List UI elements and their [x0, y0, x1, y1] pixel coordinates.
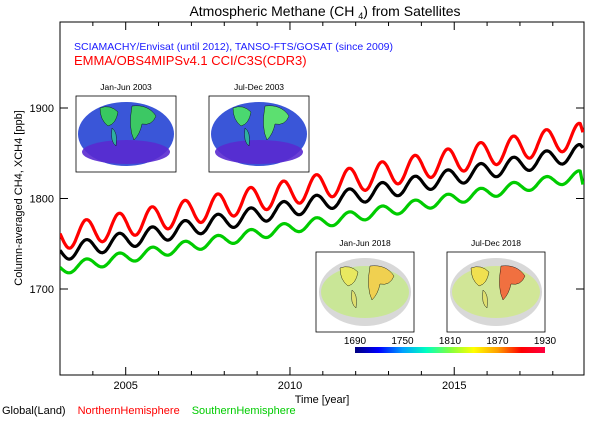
- legend-item-northern: NorthernHemisphere: [77, 405, 180, 417]
- inset-label: Jul-Dec 2018: [471, 238, 521, 248]
- inset-map-jul-dec-2018: Jul-Dec 2018: [446, 238, 546, 333]
- y-tick-label: 1900: [30, 103, 54, 115]
- series-lines: [60, 121, 584, 275]
- inset-map-jan-jun-2003: Jan-Jun 2003: [75, 82, 177, 173]
- subtitle-instruments: SCIAMACHY/Envisat (until 2012), TANSO-FT…: [74, 41, 393, 53]
- inset-label: Jan-Jun 2018: [339, 238, 391, 248]
- series-line-2: [60, 169, 584, 275]
- title-rest: ) from Satellites: [363, 3, 460, 19]
- legend-item-southern: SouthernHemisphere: [191, 405, 296, 417]
- x-tick-label: 2015: [442, 380, 466, 392]
- chart-title-main: Atmospheric Methane (CH: [189, 3, 354, 19]
- colorbar-tick-label: 1690: [344, 336, 367, 347]
- series-line-0: [60, 143, 584, 261]
- inset-map-jul-dec-2003: Jul-Dec 2003: [208, 82, 310, 173]
- colorbar-tick-label: 1930: [534, 336, 557, 347]
- x-tick-label: 2005: [113, 380, 137, 392]
- legend-item-global: Global(Land): [2, 405, 66, 417]
- colorbar: 1690 1750 1810 1870 1930: [344, 336, 557, 353]
- colorbar-tick-label: 1750: [391, 336, 414, 347]
- chart-title: Atmospheric Methane (CH 4) from Satellit…: [189, 3, 460, 21]
- y-tick-label: 1700: [30, 284, 54, 296]
- subtitle-product: EMMA/OBS4MIPSv4.1 CCI/C3S(CDR3): [74, 53, 307, 68]
- legend: Global(Land) NorthernHemisphere SouthernHe…: [2, 405, 308, 417]
- colorbar-tick-label: 1870: [486, 336, 509, 347]
- inset-label: Jul-Dec 2003: [234, 82, 284, 92]
- y-axis-ticks: 1700 1800 1900: [30, 103, 584, 296]
- series-line-1: [60, 121, 584, 250]
- colorbar-gradient: [355, 347, 545, 353]
- y-tick-label: 1800: [30, 194, 54, 206]
- x-axis-ticks: 2005 2010 2015: [59, 22, 554, 392]
- title-subscript: 4: [358, 11, 363, 21]
- inset-label: Jan-Jun 2003: [100, 82, 152, 92]
- x-axis-label: Time [year]: [295, 394, 350, 406]
- x-tick-label: 2010: [278, 380, 302, 392]
- y-axis-label: Column-averaged CH4, XCH4 [ppb]: [13, 110, 25, 285]
- colorbar-tick-labels: 1690 1750 1810 1870 1930: [344, 336, 557, 347]
- colorbar-tick-label: 1810: [439, 336, 462, 347]
- inset-map-jan-jun-2018: Jan-Jun 2018: [315, 238, 415, 333]
